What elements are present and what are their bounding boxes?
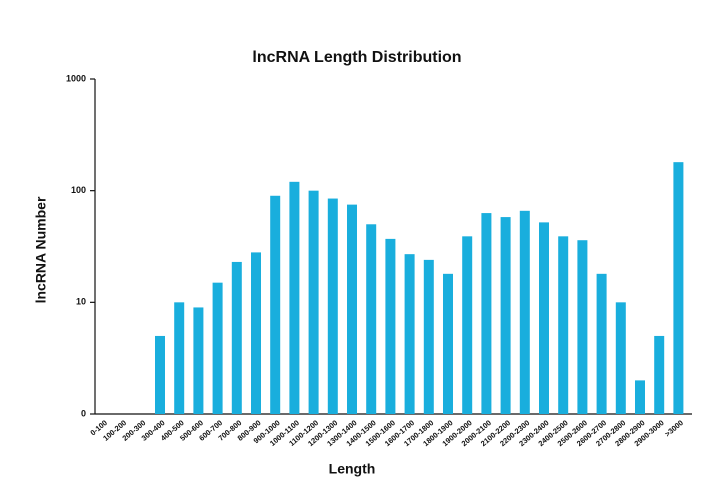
bar <box>596 273 607 414</box>
bar <box>481 213 492 414</box>
chart-title: lncRNA Length Distribution <box>252 49 461 66</box>
y-axis-label: lncRNA Number <box>33 196 49 303</box>
y-tick-label: 10 <box>76 297 86 307</box>
y-tick-label: 0 <box>81 408 86 418</box>
bar <box>558 236 569 414</box>
bar <box>443 273 453 414</box>
y-tick-label: 100 <box>71 185 86 195</box>
bar <box>251 252 261 414</box>
bar <box>539 222 549 414</box>
bar <box>385 238 396 414</box>
bar <box>327 198 338 414</box>
x-tick-label: >3000 <box>663 418 685 438</box>
bar <box>347 204 357 414</box>
bar <box>174 302 185 414</box>
bar <box>212 282 223 414</box>
bar <box>462 236 473 414</box>
bar <box>231 261 242 414</box>
bar <box>635 380 645 414</box>
bar <box>423 259 434 414</box>
bar <box>673 162 684 414</box>
bar <box>654 335 665 414</box>
bar <box>577 240 588 414</box>
y-tick-label: 1000 <box>66 73 86 83</box>
bar <box>366 224 377 414</box>
bar <box>308 190 319 414</box>
bar <box>500 217 511 414</box>
bar <box>193 307 204 414</box>
bar <box>615 302 626 414</box>
bar <box>289 181 300 414</box>
bar <box>270 195 281 414</box>
bar <box>155 335 165 414</box>
x-axis-label: Length <box>329 461 376 477</box>
bar <box>404 254 415 414</box>
bar <box>519 210 530 414</box>
